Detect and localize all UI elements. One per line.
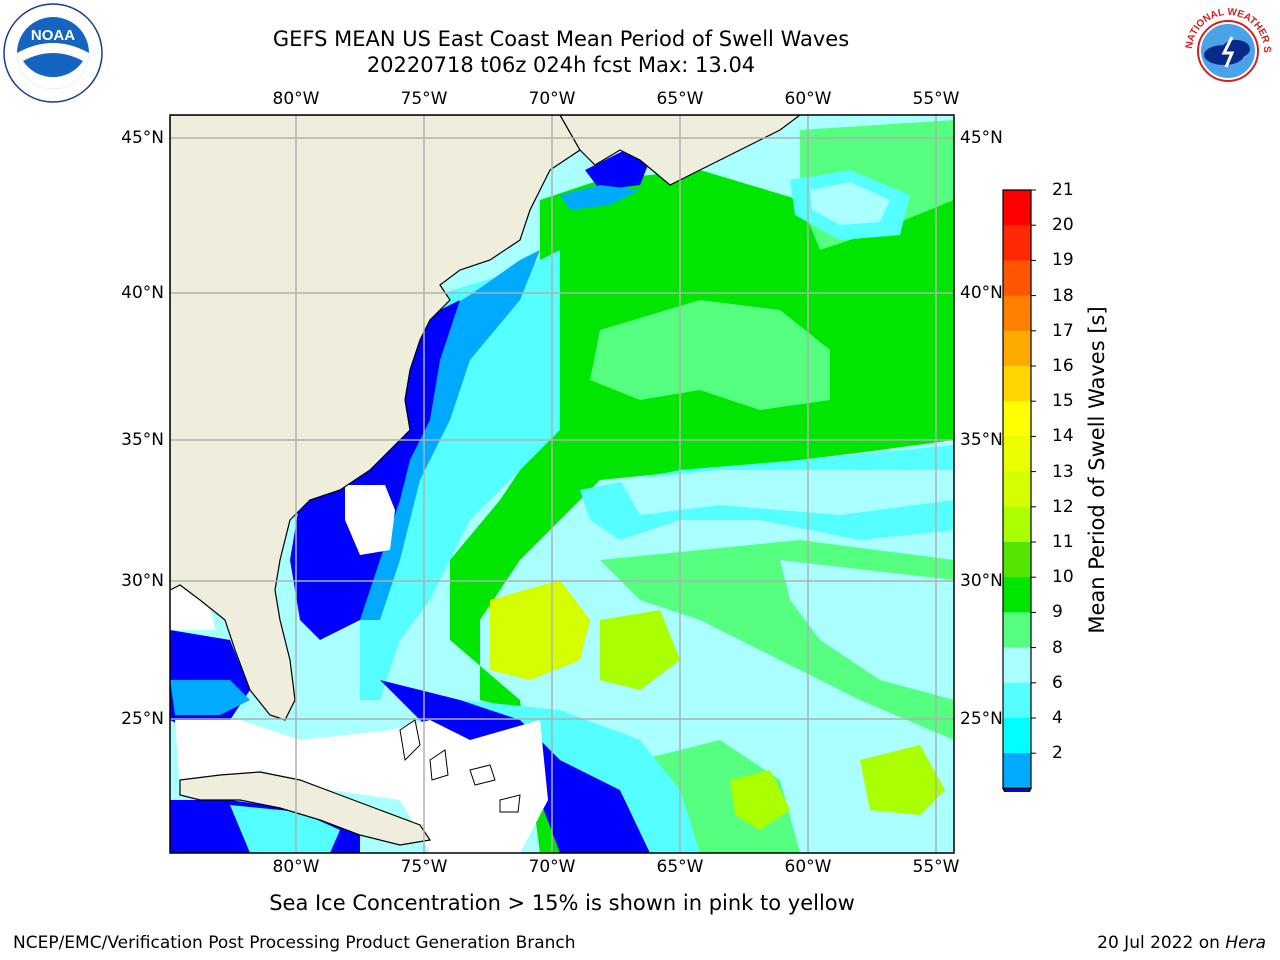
noaa-logo: NOAA — [3, 3, 103, 103]
lon-label-top: 65°W — [656, 89, 704, 109]
lon-label-top: 80°W — [272, 89, 320, 109]
colorbar-swatch — [1003, 225, 1031, 261]
no-data-region — [175, 720, 548, 853]
colorbar-frame — [1002, 189, 1032, 790]
lon-label-bottom: 60°W — [784, 857, 832, 877]
colorbar-tick-label: 4 — [1052, 708, 1063, 728]
colorbar-tick-label: 19 — [1052, 250, 1074, 271]
nws-logo: NATIONAL WEATHER SERVICE — [1176, 0, 1276, 99]
land-bahamas — [399, 719, 521, 813]
noaa-logo-text: NOAA — [31, 27, 75, 44]
lon-label-top: 55°W — [912, 89, 960, 109]
colorbar-swatch — [1003, 436, 1031, 473]
no-data-region — [345, 485, 395, 555]
field-northeast-blue — [585, 150, 650, 190]
colorbar-swatch — [1003, 295, 1031, 332]
lat-label-left: 40°N — [121, 283, 164, 303]
field-bright-green — [450, 170, 954, 853]
colorbar-swatch — [1003, 647, 1031, 684]
field-light-cyan — [780, 560, 954, 700]
land-cuba — [179, 771, 432, 846]
field-yellow-green — [490, 580, 590, 680]
colorbar-swatch — [1003, 506, 1031, 543]
lon-label-top: 60°W — [784, 89, 832, 109]
colorbar-tick-label: 21 — [1052, 180, 1074, 200]
colorbar-tick-label: 16 — [1052, 356, 1074, 376]
lat-label-left: 35°N — [121, 430, 164, 450]
field-light-green — [590, 300, 830, 410]
lon-label-bottom: 70°W — [528, 857, 576, 877]
lon-label-top: 70°W — [528, 89, 576, 109]
colorbar-tick-label: 18 — [1052, 285, 1074, 306]
date-stamp: 20 Jul 2022 on Hera — [1097, 933, 1266, 953]
colorbar-swatch — [1003, 577, 1031, 613]
lon-label-bottom: 65°W — [656, 857, 704, 877]
host-name: Hera — [1225, 933, 1266, 953]
lon-label-top: 75°W — [400, 89, 448, 109]
field-gulf-lightblue — [170, 680, 250, 715]
colorbar-tick-label: 10 — [1052, 567, 1074, 588]
colorbar-tick-label: 11 — [1052, 532, 1074, 552]
colorbar — [1002, 189, 1036, 792]
lat-label-right: 25°N — [960, 709, 1003, 729]
lat-label-left: 45°N — [121, 128, 164, 148]
field-coastal-blue — [290, 300, 460, 640]
lon-label-bottom: 55°W — [912, 857, 960, 877]
sea-ice-note: Sea Ice Concentration > 15% is shown in … — [269, 891, 855, 915]
lat-label-left: 30°N — [121, 571, 164, 591]
field-light-cyan — [810, 182, 890, 225]
colorbar-tick-label: 14 — [1052, 426, 1074, 447]
colorbar-swatch — [1003, 718, 1031, 754]
colorbar-tick-label: 13 — [1052, 461, 1074, 482]
lon-label-bottom: 75°W — [400, 857, 448, 877]
colorbar-swatch — [1003, 682, 1031, 719]
field-light-cyan — [620, 470, 954, 515]
credit-text: NCEP/EMC/Verification Post Processing Pr… — [13, 933, 576, 953]
field-yellow-green — [600, 610, 680, 690]
land-us-east-coast — [170, 115, 581, 721]
colorbar-tick-label: 9 — [1052, 602, 1063, 623]
colorbar-swatch — [1003, 542, 1031, 578]
colorbar-swatch — [1003, 330, 1031, 367]
colorbar-tick-label: 20 — [1052, 215, 1074, 236]
colorbar-swatch — [1003, 753, 1031, 789]
graticule — [170, 115, 954, 853]
field-northeast-lightblue — [560, 185, 640, 210]
field-yellow-green — [860, 745, 945, 815]
colorbar-swatch — [1003, 260, 1031, 297]
colorbar-tick-label: 12 — [1052, 496, 1074, 517]
colorbar-label: Mean Period of Swell Waves [s] — [1085, 306, 1109, 634]
lat-label-right: 40°N — [960, 283, 1003, 303]
colorbar-swatch — [1003, 366, 1031, 402]
colorbar-swatch — [1003, 471, 1031, 508]
chart-title: GEFS MEAN US East Coast Mean Period of S… — [272, 27, 850, 51]
colorbar-tick-label: 6 — [1052, 672, 1063, 693]
map-frame — [169, 114, 955, 854]
colorbar-tick-label: 15 — [1052, 391, 1074, 412]
lat-label-right: 30°N — [960, 571, 1003, 591]
colorbar-swatch — [1003, 401, 1031, 437]
date-text: 20 Jul 2022 on — [1097, 933, 1226, 953]
colorbar-swatch — [1003, 190, 1031, 226]
lat-label-left: 25°N — [121, 709, 164, 729]
colorbar-tick-label: 2 — [1052, 743, 1063, 764]
colorbar-tick-label: 8 — [1052, 637, 1063, 658]
field-caribbean-cyan — [460, 700, 700, 853]
lat-label-right: 35°N — [960, 430, 1003, 450]
chart-subtitle: 20220718 t06z 024h fcst Max: 13.04 — [366, 53, 756, 77]
colorbar-tick-label: 17 — [1052, 320, 1074, 341]
field-yellow-green — [730, 770, 790, 830]
lon-label-bottom: 80°W — [272, 857, 320, 877]
lat-label-right: 45°N — [960, 128, 1003, 148]
colorbar-swatch — [1003, 612, 1031, 649]
field-cuba-cyan — [230, 805, 340, 853]
